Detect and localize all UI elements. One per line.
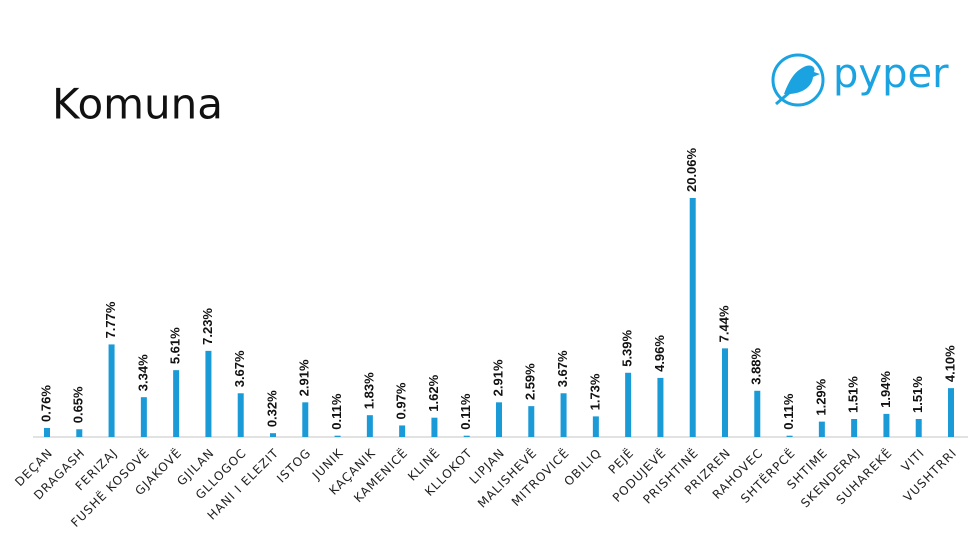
bar bbox=[592, 416, 599, 437]
value-label: 3.34% bbox=[135, 354, 150, 391]
value-label: 3.67% bbox=[232, 350, 247, 387]
value-label: 5.61% bbox=[168, 327, 183, 364]
logo: pyper bbox=[771, 51, 949, 107]
value-label: 7.77% bbox=[103, 301, 118, 338]
value-label: 2.91% bbox=[490, 359, 505, 396]
value-label: 1.73% bbox=[587, 373, 602, 410]
x-tick-label: PRISHTINË bbox=[640, 445, 702, 507]
value-label: 0.76% bbox=[38, 385, 53, 422]
bar bbox=[431, 417, 438, 437]
value-label: 1.83% bbox=[361, 372, 376, 409]
value-label: 0.32% bbox=[264, 390, 279, 427]
logo-circle bbox=[771, 53, 825, 107]
value-label: 0.65% bbox=[71, 386, 86, 423]
bar bbox=[851, 419, 858, 437]
bar bbox=[657, 377, 664, 437]
chart-title: Komuna bbox=[52, 80, 223, 129]
logo-text: pyper bbox=[833, 51, 949, 97]
value-label: 0.11% bbox=[458, 393, 473, 430]
bar bbox=[44, 427, 50, 437]
value-label: 3.67% bbox=[555, 350, 570, 387]
bar bbox=[625, 372, 632, 437]
logo-bird bbox=[784, 65, 820, 95]
value-label: 1.94% bbox=[878, 371, 893, 408]
value-label: 0.11% bbox=[781, 393, 796, 430]
bar bbox=[237, 393, 244, 437]
bar bbox=[948, 388, 954, 437]
value-label: 5.39% bbox=[620, 329, 635, 366]
bar bbox=[76, 429, 83, 437]
bar bbox=[108, 344, 115, 437]
value-label: 2.59% bbox=[523, 363, 538, 400]
value-label: 7.44% bbox=[716, 305, 731, 342]
bar bbox=[560, 393, 567, 437]
bar bbox=[173, 370, 180, 437]
bar bbox=[463, 435, 470, 437]
bar bbox=[270, 433, 276, 437]
value-label: 20.06% bbox=[684, 147, 699, 192]
bar bbox=[818, 421, 825, 437]
bar bbox=[140, 397, 147, 437]
bar bbox=[722, 348, 728, 437]
value-label: 1.62% bbox=[426, 374, 441, 411]
bar bbox=[334, 435, 341, 437]
value-label: 1.51% bbox=[910, 376, 925, 413]
bar bbox=[754, 390, 761, 437]
value-label: 0.11% bbox=[329, 393, 344, 430]
bar bbox=[689, 198, 696, 437]
bar bbox=[786, 435, 793, 437]
bar bbox=[366, 415, 373, 437]
value-label: 1.29% bbox=[813, 378, 828, 415]
value-label: 7.23% bbox=[200, 308, 215, 345]
bar bbox=[496, 402, 502, 437]
value-label: 2.91% bbox=[297, 359, 312, 396]
x-tick-label: VITI bbox=[899, 446, 928, 475]
value-label: 0.97% bbox=[394, 382, 409, 419]
value-label: 4.96% bbox=[652, 335, 667, 372]
bar bbox=[205, 350, 212, 437]
logo-tail bbox=[775, 90, 791, 106]
bar bbox=[528, 406, 535, 437]
value-label: 1.51% bbox=[846, 376, 861, 413]
bar bbox=[915, 419, 922, 437]
bar bbox=[883, 413, 890, 437]
value-label: 4.10% bbox=[942, 345, 957, 382]
bar bbox=[302, 402, 309, 437]
bar bbox=[399, 425, 406, 437]
x-tick-label: ISTOG bbox=[274, 446, 314, 486]
value-label: 3.88% bbox=[749, 347, 764, 384]
